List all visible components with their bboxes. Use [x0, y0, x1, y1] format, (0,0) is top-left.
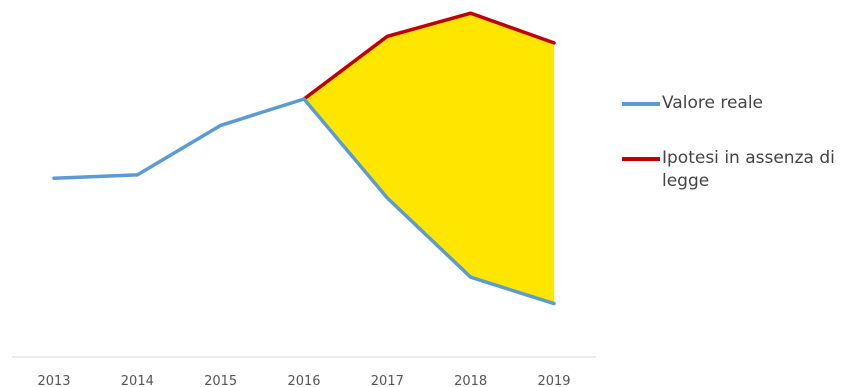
- x-tick-label: 2015: [204, 374, 237, 387]
- legend-label-valore-reale: Valore reale: [662, 93, 764, 113]
- series-line-ipotesi-in-assenza-di-legge: [302, 11, 556, 101]
- line-chart: 2013 2014 2015 2016 2017 2018 2019: [12, 11, 596, 387]
- gap-fill-area: [304, 13, 554, 304]
- x-tick-label: 2019: [537, 374, 570, 387]
- x-tick-labels: 2013 2014 2015 2016 2017 2018 2019: [37, 374, 570, 387]
- legend-item-valore-reale: Valore reale: [622, 92, 852, 115]
- series-layer: [52, 11, 556, 306]
- x-tick-label: 2017: [371, 374, 404, 387]
- legend-swatch-ipotesi: [622, 157, 660, 161]
- gap-fill-layer: [304, 13, 554, 304]
- legend: Valore reale Ipotesi in assenza di legge: [622, 92, 852, 225]
- x-tick-label: 2018: [454, 374, 487, 387]
- x-tick-label: 2014: [121, 374, 154, 387]
- legend-label-ipotesi: Ipotesi in assenza di legge: [662, 148, 835, 191]
- legend-item-ipotesi: Ipotesi in assenza di legge: [622, 147, 852, 193]
- x-tick-label: 2016: [287, 374, 320, 387]
- series-line-valore-reale: [52, 97, 556, 306]
- x-tick-label: 2013: [37, 374, 70, 387]
- legend-swatch-valore-reale: [622, 102, 660, 106]
